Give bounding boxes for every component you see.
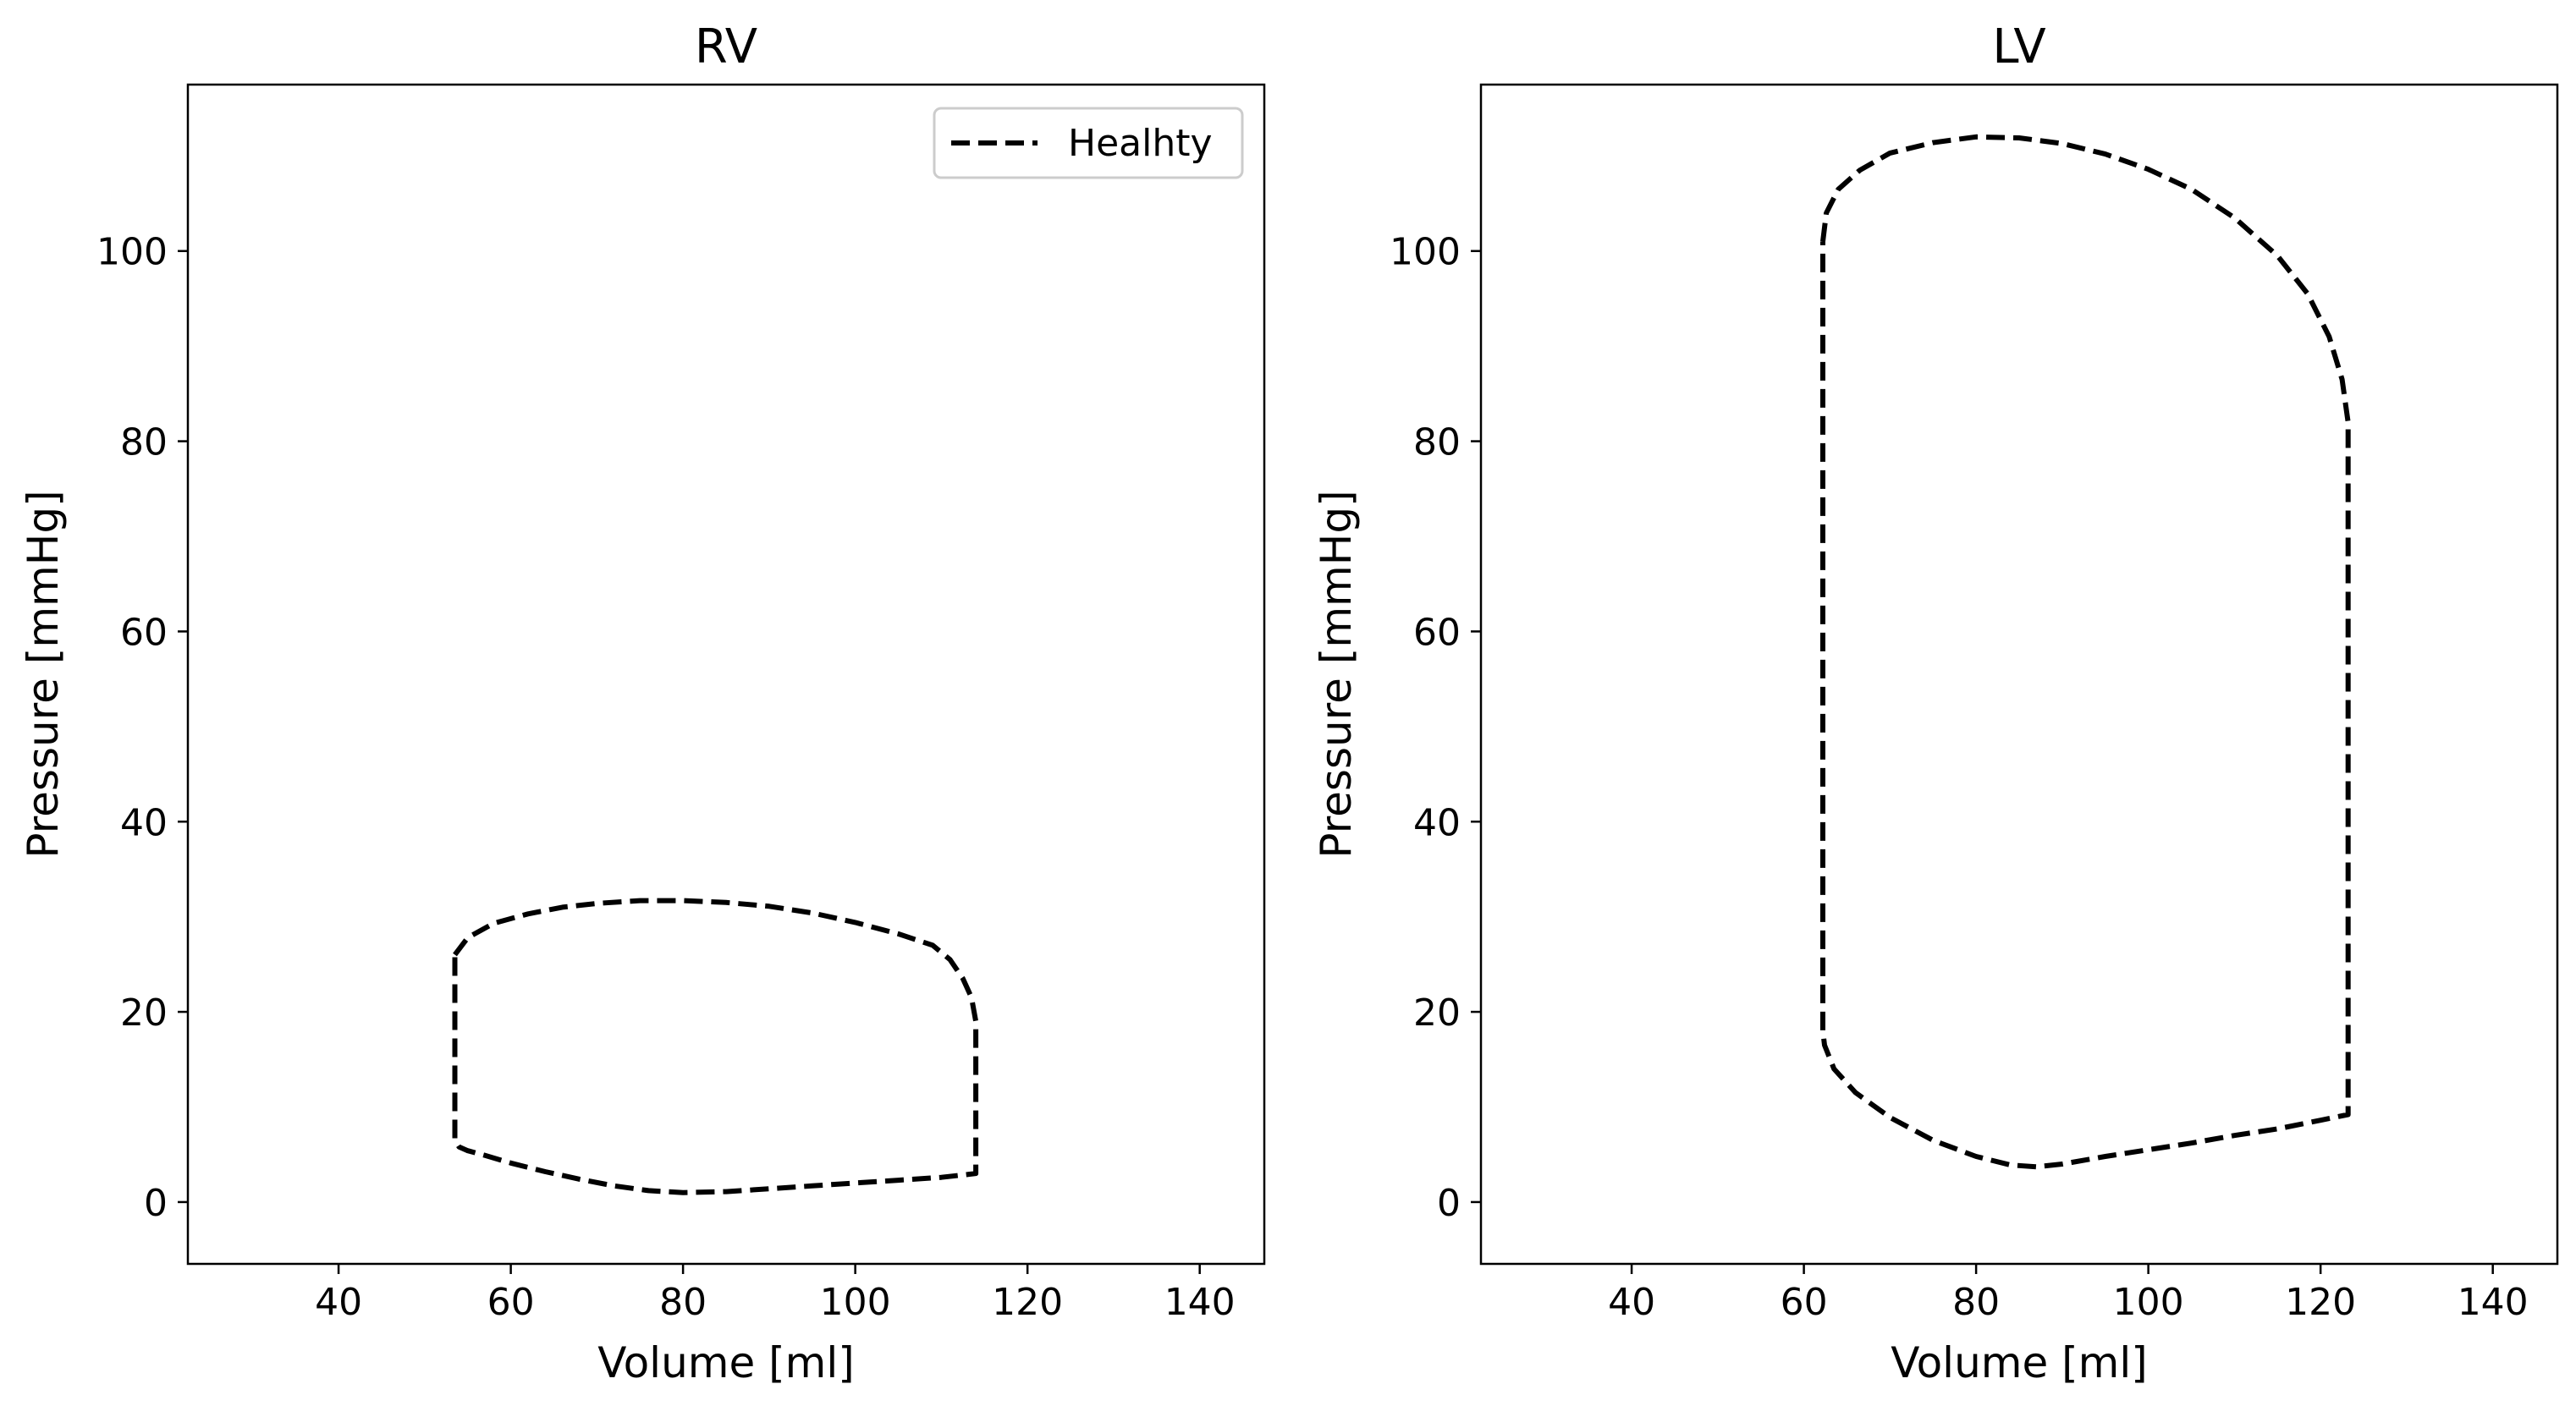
rv-legend-box — [933, 107, 1244, 179]
rv-x-tick-label: 100 — [820, 1281, 891, 1324]
lv-chart-title: LV — [1992, 19, 2045, 74]
rv-chart-title: RV — [695, 19, 757, 74]
lv-y-tick-label: 40 — [1413, 801, 1461, 844]
rv-y-tick-label: 0 — [144, 1182, 168, 1225]
rv-axes-frame — [186, 83, 1266, 1266]
rv-x-tick-label: 80 — [659, 1281, 707, 1324]
rv-series-line-0 — [452, 898, 979, 1195]
lv-panel: 40 60 80 100 120 140 0 20 40 60 80 100 LV Volume [m… — [1312, 19, 2559, 1387]
lv-x-tick-label: 60 — [1781, 1281, 1828, 1324]
lv-series-line-0 — [1820, 134, 2351, 1170]
rv-x-tick-label: 120 — [992, 1281, 1063, 1324]
lv-axes-frame — [1479, 83, 2559, 1266]
lv-x-tick-label: 80 — [1952, 1281, 2000, 1324]
lv-x-axis-label: Volume [ml] — [1891, 1338, 2147, 1387]
rv-legend: Healhty — [933, 107, 1244, 179]
lv-y-axis-label: Pressure [mmHg] — [1312, 490, 1361, 858]
lv-y-tick-label: 60 — [1413, 611, 1461, 654]
lv-x-tick-label: 40 — [1608, 1281, 1655, 1324]
rv-x-axis-label: Volume [ml] — [597, 1338, 854, 1387]
rv-plot-area: 40 60 80 100 120 140 0 20 40 60 80 100 — [96, 83, 1266, 1324]
rv-x-tick-label: 40 — [315, 1281, 362, 1324]
rv-y-axis-label: Pressure [mmHg] — [19, 490, 68, 858]
lv-x-tick-label: 140 — [2458, 1281, 2529, 1324]
lv-y-tick-label: 80 — [1413, 421, 1461, 464]
rv-legend-label: Healhty — [1068, 122, 1213, 165]
rv-panel: 40 60 80 100 120 140 0 20 40 60 80 100 RV Volume [m… — [19, 19, 1266, 1387]
lv-y-tick-label: 20 — [1413, 991, 1461, 1035]
rv-y-tick-label: 80 — [120, 421, 168, 464]
rv-x-tick-label: 60 — [487, 1281, 535, 1324]
rv-y-tick-label: 60 — [120, 611, 168, 654]
lv-x-tick-label: 120 — [2285, 1281, 2356, 1324]
lv-y-tick-label: 0 — [1437, 1182, 1461, 1225]
rv-y-tick-label: 40 — [120, 801, 168, 844]
rv-x-tick-label: 140 — [1164, 1281, 1236, 1324]
lv-plot-area: 40 60 80 100 120 140 0 20 40 60 80 100 — [1390, 83, 2559, 1324]
rv-y-tick-label: 100 — [96, 231, 168, 274]
lv-x-tick-label: 100 — [2113, 1281, 2184, 1324]
lv-y-tick-label: 100 — [1390, 231, 1461, 274]
rv-y-tick-label: 20 — [120, 991, 168, 1035]
